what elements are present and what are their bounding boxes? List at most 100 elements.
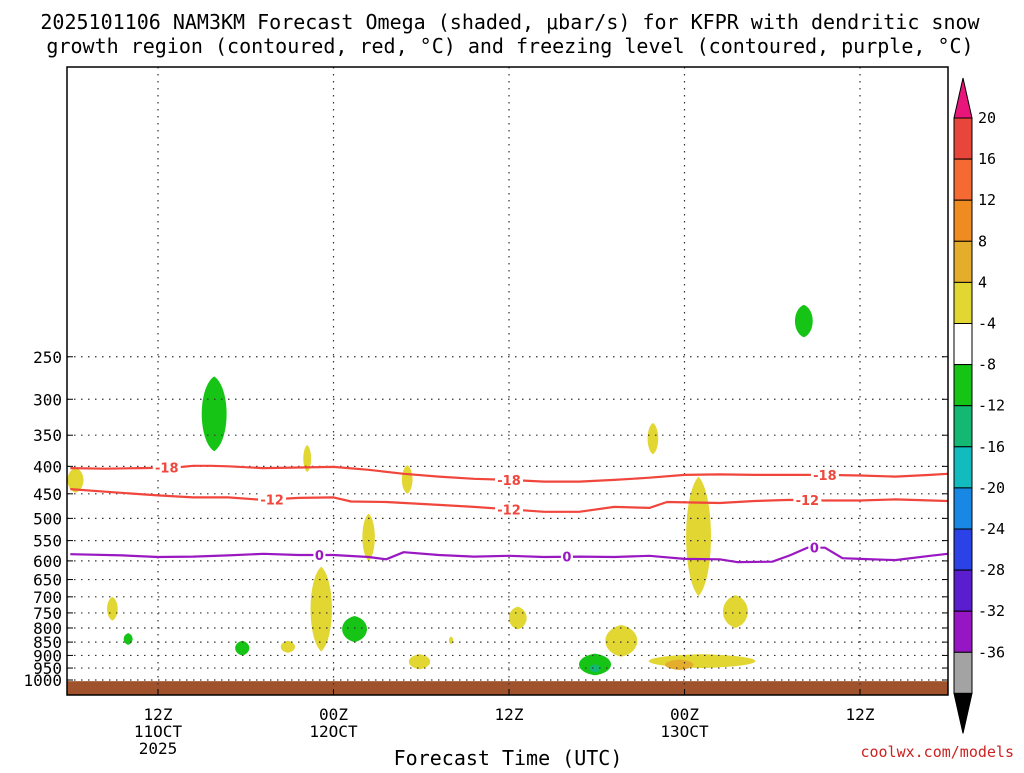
isotherm-label: -18	[155, 462, 179, 477]
omega-area-9	[722, 595, 748, 628]
y-tick-label-550: 550	[33, 532, 62, 551]
chart-title-line-1: 2025101106 NAM3KM Forecast Omega (shaded…	[40, 10, 980, 34]
omega-area-2	[794, 304, 813, 338]
omega-area-19	[107, 596, 118, 621]
colorbar-bottom-arrow	[953, 692, 973, 734]
omega-area-13	[508, 606, 527, 630]
colorbar-label-minus20: -20	[978, 479, 1005, 497]
colorbar-swatch-6	[953, 364, 973, 407]
omega-area-22	[448, 636, 454, 645]
y-tick-label-850: 850	[33, 633, 62, 652]
omega-area-3	[235, 640, 250, 656]
x-tick-label-3-1: 13OCT	[660, 722, 709, 741]
colorbar-label-minus36: -36	[978, 643, 1005, 661]
omega-area-11	[665, 659, 694, 670]
colorbar-swatch-7	[953, 405, 973, 448]
x-tick-label-0-1: 11OCT	[134, 722, 183, 741]
ground-surface	[67, 681, 948, 695]
colorbar-label-8: 8	[978, 232, 987, 250]
omega-area-7	[310, 566, 332, 652]
isotherm-line-minus18	[70, 464, 948, 483]
omega-area-14	[362, 513, 375, 561]
colorbar-label-16: 16	[978, 150, 996, 168]
chart-title-line-2: growth region (contoured, red, °C) and f…	[46, 34, 973, 58]
isotherm-label-bg	[560, 549, 573, 564]
isotherm-label-bg	[152, 460, 181, 475]
omega-area-12	[605, 625, 638, 657]
isotherm-label: -18	[813, 469, 837, 484]
colorbar-swatch-5	[953, 323, 973, 366]
isotherm-label-bg	[808, 540, 821, 555]
y-tick-label-250: 250	[33, 348, 62, 367]
colorbar-swatch-3	[953, 240, 973, 283]
omega-area-10	[648, 654, 756, 669]
colorbar-label-minus16: -16	[978, 438, 1005, 456]
colorbar-swatch-13	[953, 651, 973, 694]
x-tick-label-3-0: 00Z	[670, 705, 699, 724]
y-tick-label-300: 300	[33, 390, 62, 409]
y-tick-label-350: 350	[33, 426, 62, 445]
omega-area-6	[589, 664, 601, 673]
y-tick-label-600: 600	[33, 552, 62, 571]
x-tick-label-1-0: 00Z	[319, 705, 348, 724]
y-tick-label-500: 500	[33, 509, 62, 528]
omega-area-1	[201, 376, 227, 452]
grid-lines	[67, 67, 948, 695]
y-tick-label-950: 950	[33, 659, 62, 678]
colorbar-label-4: 4	[978, 273, 987, 291]
colorbar-swatch-10	[953, 528, 973, 571]
x-tick-label-0-2: 2025	[139, 739, 178, 758]
x-tick-label-0-0: 12Z	[144, 705, 173, 724]
isotherm-label: -12	[260, 493, 284, 508]
x-tick-label-1-1: 12OCT	[309, 722, 358, 741]
plot-frame	[66, 66, 949, 696]
isotherm-label: 0	[315, 549, 324, 564]
isotherm-label-bg	[258, 492, 287, 507]
colorbar-label-20: 20	[978, 109, 996, 127]
colorbar-label-12: 12	[978, 191, 996, 209]
omega-area-15	[401, 465, 413, 494]
colorbar-swatch-11	[953, 569, 973, 612]
colorbar-swatch-9	[953, 487, 973, 530]
isotherm-label: 0	[810, 542, 819, 557]
colorbar-swatch-2	[953, 199, 973, 242]
x-tick-label-4-0: 12Z	[846, 705, 875, 724]
x-axis-title: Forecast Time (UTC)	[394, 746, 623, 768]
y-tick-label-900: 900	[33, 646, 62, 665]
isotherm-label-bg	[495, 502, 523, 517]
y-axis: 2503003504004505005506006507007508008509…	[23, 348, 948, 690]
colorbar-swatch-0	[953, 117, 973, 160]
omega-area-0	[342, 616, 367, 643]
omega-area-18	[67, 467, 84, 493]
isotherm-label-bg	[793, 493, 822, 508]
colorbar-swatch-4	[953, 281, 973, 324]
y-tick-label-750: 750	[33, 604, 62, 623]
y-tick-label-1000: 1000	[23, 671, 62, 690]
y-tick-label-450: 450	[33, 485, 62, 504]
omega-area-16	[303, 444, 312, 473]
colorbar-label-minus4: -4	[978, 315, 996, 333]
y-tick-label-400: 400	[33, 457, 62, 476]
colorbar-top-arrow	[953, 77, 973, 119]
isotherm-label-bg	[313, 547, 326, 562]
colorbar-label-minus28: -28	[978, 561, 1005, 579]
isotherm-label: -12	[497, 503, 521, 518]
omega-area-17	[647, 422, 659, 455]
omega-area-4	[123, 633, 133, 645]
omega-area-20	[280, 640, 295, 653]
colorbar-label-minus24: -24	[978, 520, 1005, 538]
colorbar-swatch-8	[953, 446, 973, 489]
y-tick-label-800: 800	[33, 619, 62, 638]
colorbar-swatch-12	[953, 610, 973, 653]
omega-area-8	[686, 476, 711, 597]
isotherm-label: -12	[796, 494, 820, 509]
colorbar-label-minus32: -32	[978, 602, 1005, 620]
isotherm-label: -18	[497, 474, 521, 489]
x-tick-label-2-0: 12Z	[495, 705, 524, 724]
contours: -18 -18 -18 -12 -12 -12 0 0 0	[70, 460, 948, 566]
y-tick-label-650: 650	[33, 571, 62, 590]
isotherm-label: 0	[562, 551, 571, 566]
y-tick-label-700: 700	[33, 588, 62, 607]
